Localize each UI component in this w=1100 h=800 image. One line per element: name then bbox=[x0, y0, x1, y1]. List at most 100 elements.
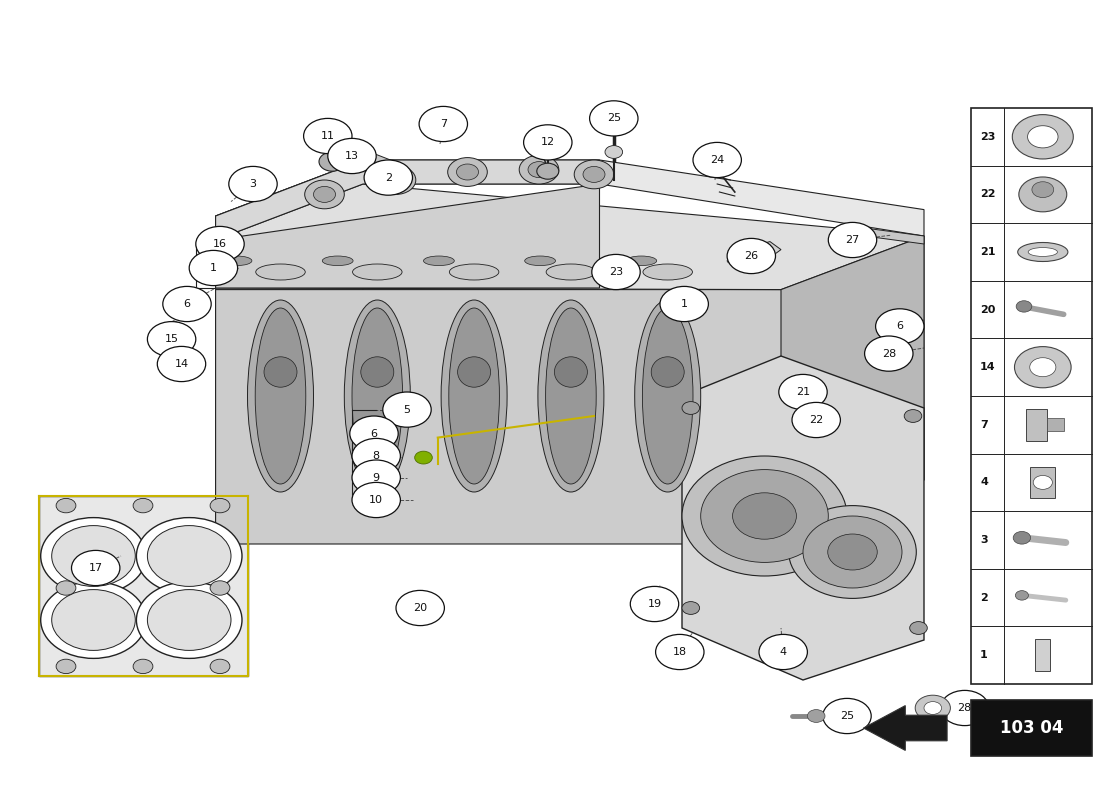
Text: 7: 7 bbox=[440, 119, 447, 129]
Polygon shape bbox=[739, 242, 781, 258]
Polygon shape bbox=[216, 184, 924, 290]
Text: 22: 22 bbox=[980, 190, 996, 199]
Text: 14: 14 bbox=[980, 362, 996, 372]
Text: 6: 6 bbox=[371, 429, 377, 438]
Ellipse shape bbox=[554, 357, 587, 387]
Circle shape bbox=[350, 416, 398, 451]
Circle shape bbox=[727, 238, 776, 274]
Circle shape bbox=[574, 160, 614, 189]
Circle shape bbox=[583, 166, 605, 182]
Text: 1: 1 bbox=[681, 299, 688, 309]
Circle shape bbox=[56, 659, 76, 674]
Circle shape bbox=[1012, 114, 1074, 159]
Ellipse shape bbox=[546, 308, 596, 484]
Circle shape bbox=[1030, 358, 1056, 377]
Ellipse shape bbox=[525, 256, 556, 266]
Ellipse shape bbox=[458, 357, 491, 387]
Polygon shape bbox=[781, 236, 924, 544]
Circle shape bbox=[163, 286, 211, 322]
Circle shape bbox=[1019, 177, 1067, 212]
FancyBboxPatch shape bbox=[1031, 466, 1055, 498]
Text: 15: 15 bbox=[165, 334, 178, 344]
Circle shape bbox=[915, 695, 950, 721]
Text: 14: 14 bbox=[175, 359, 188, 369]
Text: 10: 10 bbox=[370, 495, 383, 505]
Circle shape bbox=[1032, 182, 1054, 198]
Circle shape bbox=[147, 590, 231, 650]
Circle shape bbox=[733, 493, 796, 539]
Circle shape bbox=[904, 410, 922, 422]
Circle shape bbox=[456, 164, 478, 180]
Circle shape bbox=[660, 286, 708, 322]
Circle shape bbox=[701, 470, 828, 562]
Text: 1: 1 bbox=[980, 650, 988, 660]
Circle shape bbox=[376, 166, 416, 194]
Circle shape bbox=[1033, 475, 1053, 490]
Circle shape bbox=[1016, 301, 1032, 312]
Polygon shape bbox=[358, 154, 390, 168]
Circle shape bbox=[319, 152, 345, 171]
Ellipse shape bbox=[218, 237, 240, 253]
Ellipse shape bbox=[221, 256, 252, 266]
Circle shape bbox=[693, 142, 741, 178]
Polygon shape bbox=[216, 236, 924, 544]
Circle shape bbox=[524, 125, 572, 160]
Circle shape bbox=[1015, 590, 1028, 600]
Circle shape bbox=[136, 518, 242, 594]
Circle shape bbox=[352, 482, 400, 518]
Circle shape bbox=[328, 138, 376, 174]
Ellipse shape bbox=[1028, 247, 1057, 257]
Circle shape bbox=[865, 336, 913, 371]
Circle shape bbox=[196, 226, 244, 262]
Text: 28: 28 bbox=[882, 349, 895, 358]
Circle shape bbox=[147, 526, 231, 586]
Text: 103 04: 103 04 bbox=[1000, 719, 1064, 737]
Circle shape bbox=[682, 456, 847, 576]
FancyBboxPatch shape bbox=[971, 700, 1092, 756]
Text: 16: 16 bbox=[213, 239, 227, 249]
Text: a passion for: a passion for bbox=[329, 415, 507, 497]
Circle shape bbox=[133, 498, 153, 513]
Ellipse shape bbox=[626, 256, 657, 266]
Ellipse shape bbox=[255, 308, 306, 484]
Polygon shape bbox=[216, 160, 924, 240]
Circle shape bbox=[759, 634, 807, 670]
Text: 4: 4 bbox=[780, 647, 786, 657]
Text: 6: 6 bbox=[896, 322, 903, 331]
Ellipse shape bbox=[352, 264, 402, 280]
Ellipse shape bbox=[352, 308, 403, 484]
Circle shape bbox=[1014, 346, 1071, 388]
Text: 24: 24 bbox=[711, 155, 724, 165]
Text: 25: 25 bbox=[840, 711, 854, 721]
Circle shape bbox=[630, 586, 679, 622]
Circle shape bbox=[189, 250, 238, 286]
Text: since 1985: since 1985 bbox=[515, 493, 629, 547]
Text: 6: 6 bbox=[184, 299, 190, 309]
Ellipse shape bbox=[222, 240, 235, 250]
Circle shape bbox=[537, 163, 559, 179]
Circle shape bbox=[147, 322, 196, 357]
Ellipse shape bbox=[642, 308, 693, 484]
Circle shape bbox=[419, 106, 468, 142]
Circle shape bbox=[136, 582, 242, 658]
Text: 19: 19 bbox=[648, 599, 661, 609]
Text: 22: 22 bbox=[810, 415, 823, 425]
Circle shape bbox=[52, 526, 135, 586]
Circle shape bbox=[385, 172, 407, 188]
FancyBboxPatch shape bbox=[1047, 418, 1064, 431]
Circle shape bbox=[910, 622, 927, 634]
Text: 11: 11 bbox=[321, 131, 334, 141]
Text: 18: 18 bbox=[673, 647, 686, 657]
Circle shape bbox=[779, 374, 827, 410]
Circle shape bbox=[1013, 531, 1031, 544]
Ellipse shape bbox=[1018, 242, 1068, 262]
Text: 23: 23 bbox=[609, 267, 623, 277]
Circle shape bbox=[415, 451, 432, 464]
Circle shape bbox=[41, 518, 146, 594]
Text: eurospares: eurospares bbox=[221, 210, 703, 430]
Text: 4: 4 bbox=[980, 478, 988, 487]
Circle shape bbox=[304, 118, 352, 154]
Circle shape bbox=[56, 581, 76, 595]
Circle shape bbox=[56, 498, 76, 513]
Circle shape bbox=[448, 158, 487, 186]
